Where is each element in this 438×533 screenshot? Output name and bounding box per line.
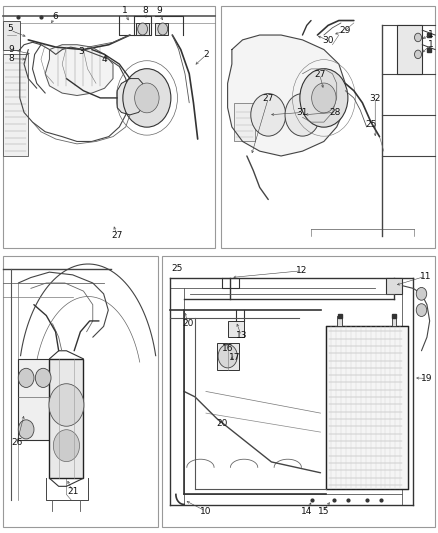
Circle shape [123, 69, 171, 127]
Circle shape [218, 344, 237, 368]
Circle shape [53, 430, 80, 462]
Text: 31: 31 [297, 108, 308, 117]
Text: 12: 12 [296, 266, 307, 275]
Text: 32: 32 [370, 94, 381, 103]
Bar [162, 256, 435, 527]
Text: 27: 27 [314, 70, 325, 79]
Text: 15: 15 [318, 507, 329, 516]
Circle shape [49, 384, 84, 426]
Text: 19: 19 [421, 374, 433, 383]
Circle shape [138, 23, 148, 35]
Bar [386, 278, 403, 294]
Bar [228, 321, 244, 337]
Bar [337, 316, 342, 326]
Circle shape [414, 33, 421, 42]
Text: 3: 3 [78, 47, 84, 56]
Bar [234, 103, 255, 141]
Bar [397, 26, 422, 74]
Circle shape [18, 368, 34, 387]
Bar [326, 326, 408, 489]
Text: 4: 4 [102, 55, 107, 64]
Text: 8: 8 [142, 6, 148, 15]
Text: 17: 17 [229, 353, 240, 362]
Text: 1: 1 [122, 6, 127, 15]
Bar [217, 343, 239, 370]
Circle shape [312, 83, 336, 113]
Text: 21: 21 [67, 487, 78, 496]
Polygon shape [228, 35, 345, 156]
Text: 9: 9 [157, 6, 162, 15]
Text: 9: 9 [8, 45, 14, 54]
Bar [221, 6, 435, 248]
Circle shape [414, 50, 421, 59]
Circle shape [285, 94, 320, 136]
Circle shape [18, 420, 34, 439]
Bar [3, 21, 20, 50]
Text: 25: 25 [365, 120, 377, 129]
Circle shape [158, 23, 168, 35]
Text: 13: 13 [236, 332, 247, 341]
Circle shape [134, 83, 159, 113]
Polygon shape [117, 78, 143, 115]
Circle shape [416, 304, 427, 317]
Text: 8: 8 [8, 54, 14, 63]
Text: 2: 2 [203, 51, 209, 59]
Text: 1: 1 [428, 30, 434, 39]
Bar [3, 6, 215, 248]
Text: 16: 16 [222, 344, 233, 352]
Text: 30: 30 [322, 36, 334, 45]
Bar [392, 316, 396, 326]
Text: 20: 20 [216, 419, 228, 429]
Text: 6: 6 [52, 12, 58, 21]
Text: 1: 1 [428, 40, 434, 49]
Text: 29: 29 [339, 26, 351, 35]
Circle shape [416, 287, 427, 300]
Bar [18, 359, 53, 440]
Text: 27: 27 [112, 231, 123, 240]
Polygon shape [45, 45, 113, 95]
Bar [3, 54, 28, 156]
Text: 5: 5 [7, 24, 13, 33]
Text: 14: 14 [301, 507, 313, 516]
Bar [49, 359, 84, 478]
Circle shape [251, 94, 286, 136]
Text: 27: 27 [262, 94, 274, 103]
Text: 28: 28 [329, 108, 340, 117]
Text: 20: 20 [183, 319, 194, 328]
Bar [155, 23, 168, 35]
Circle shape [300, 69, 348, 127]
Bar [136, 23, 149, 35]
Circle shape [35, 368, 51, 387]
Text: 10: 10 [200, 507, 212, 516]
Text: 26: 26 [11, 439, 22, 447]
Text: 25: 25 [172, 263, 183, 272]
Text: 11: 11 [420, 272, 431, 281]
Bar [3, 256, 158, 527]
